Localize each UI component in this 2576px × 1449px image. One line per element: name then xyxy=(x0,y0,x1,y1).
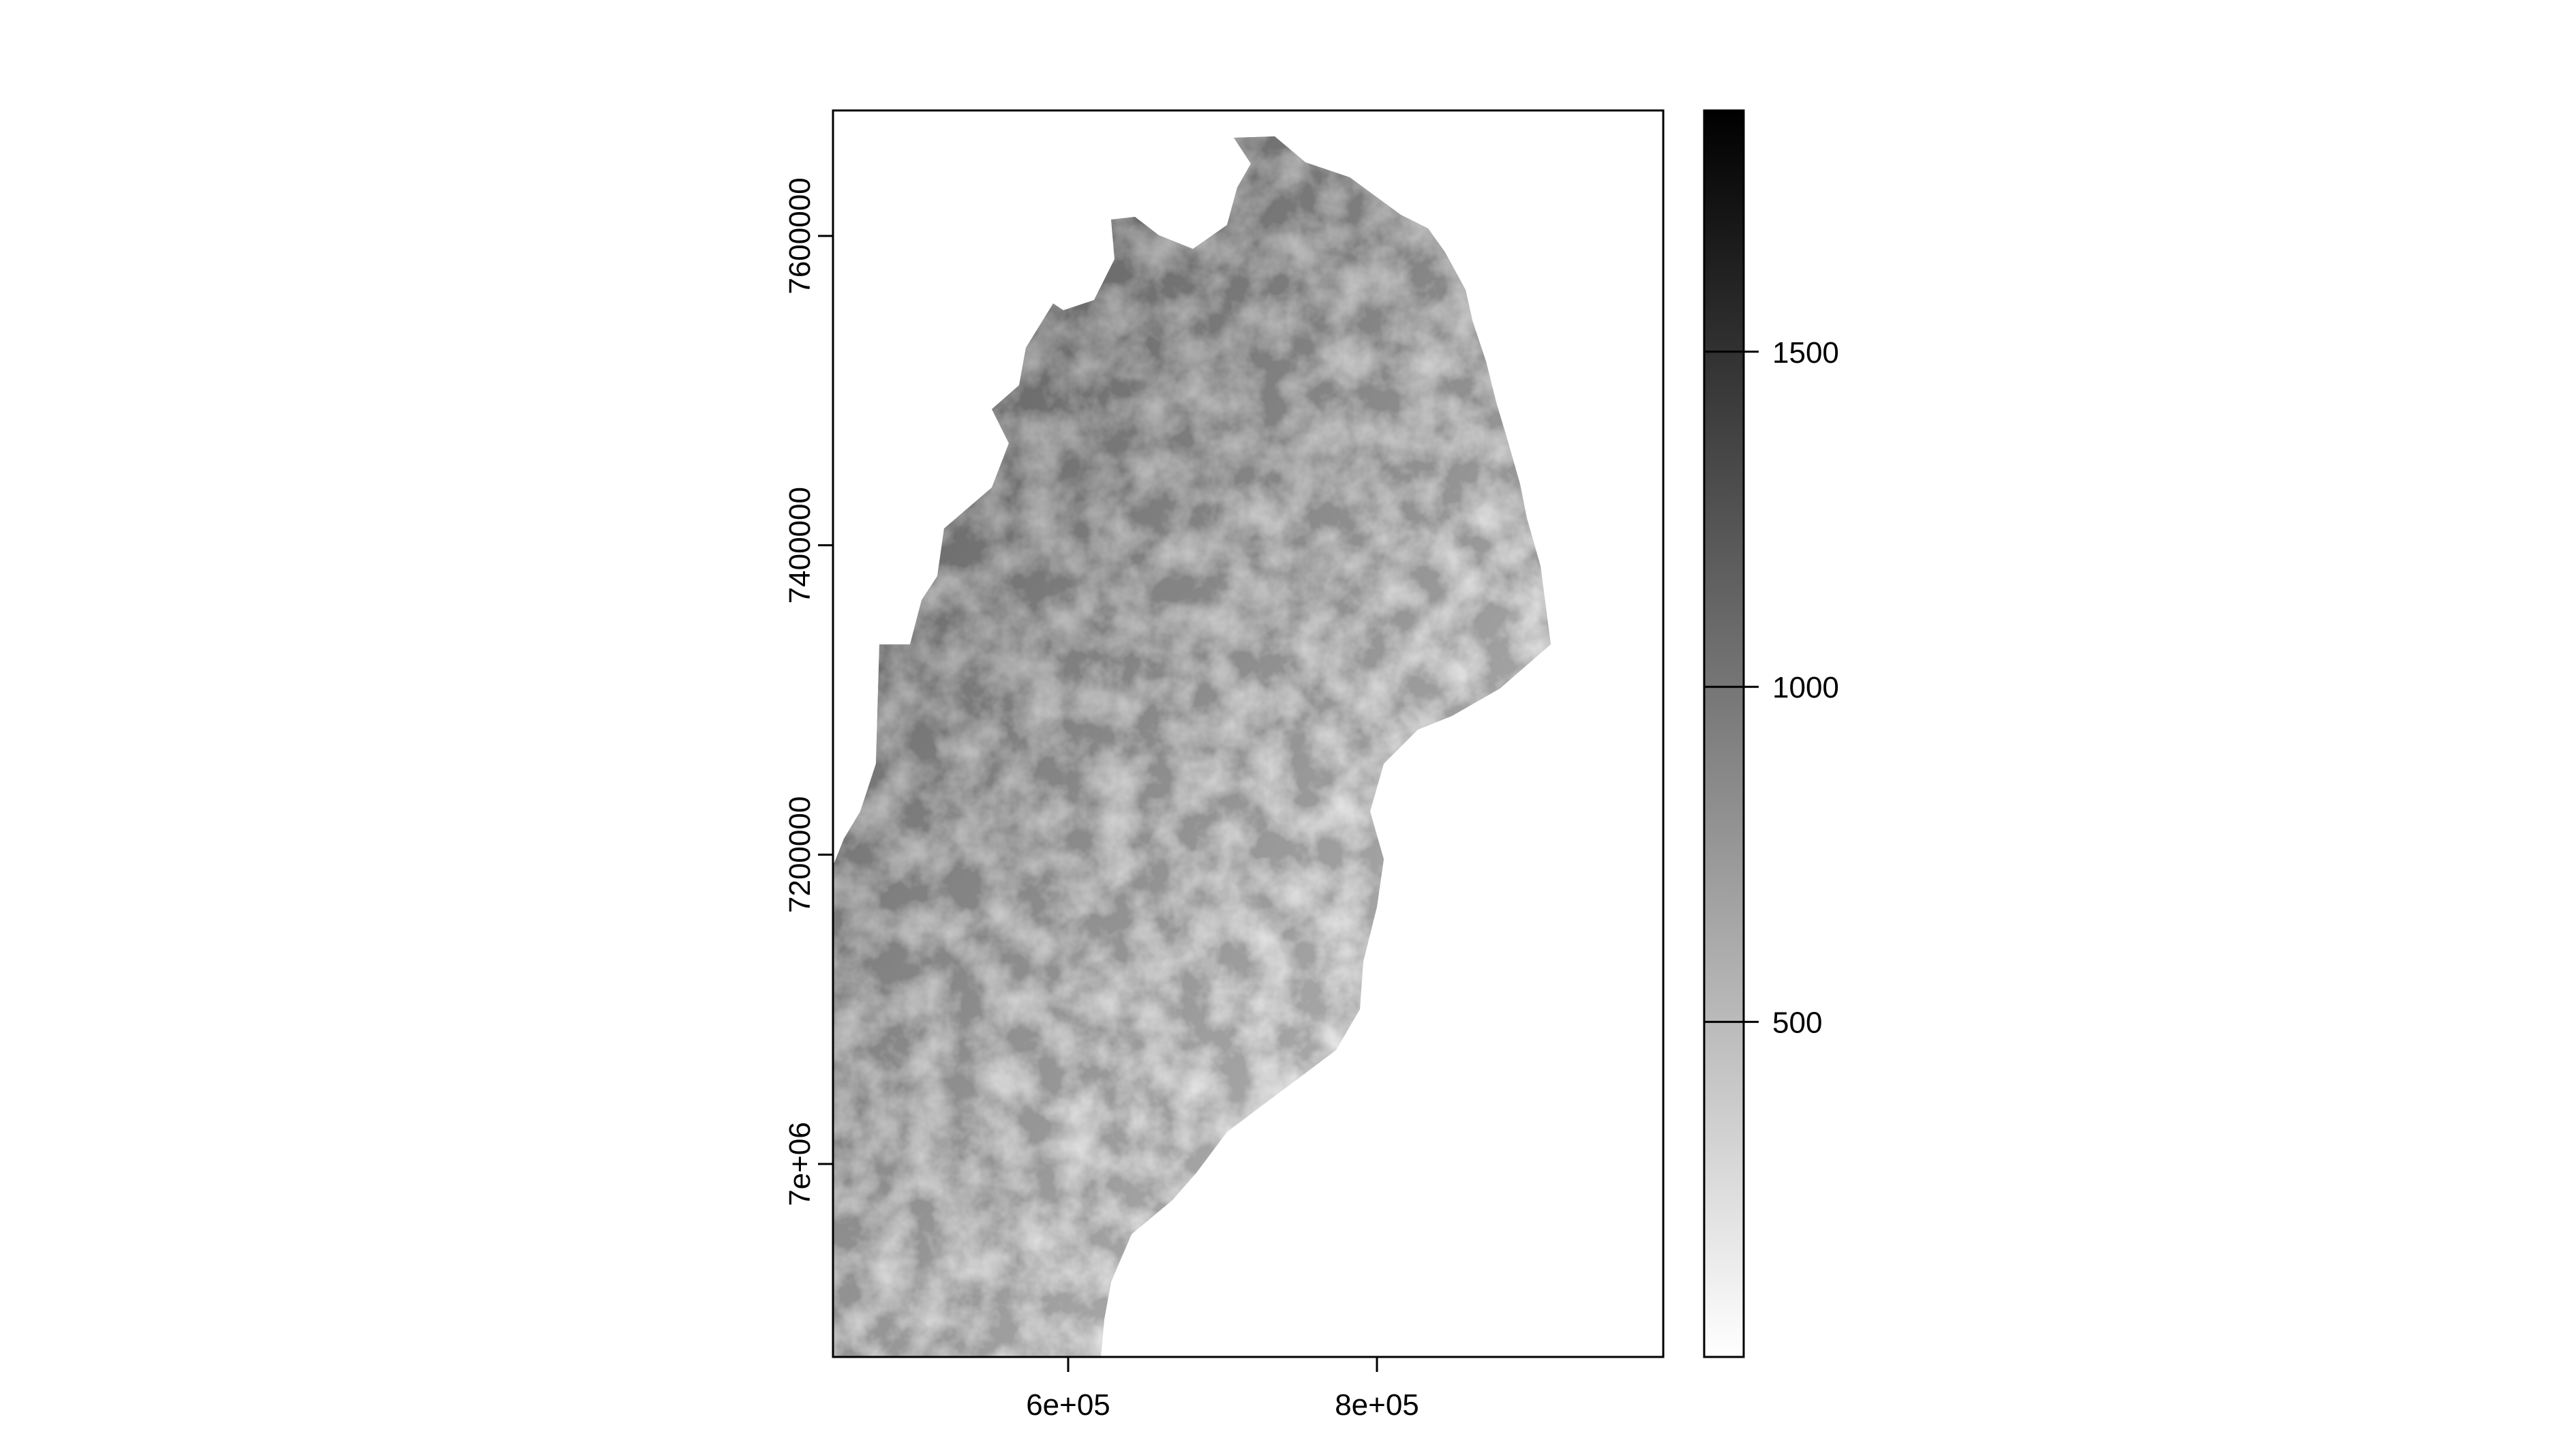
y-tick-label: 7400000 xyxy=(783,487,817,603)
legend-tick-label: 1000 xyxy=(1772,671,1839,704)
plot-frame xyxy=(832,109,1665,1358)
x-axis: 6e+05 8e+05 xyxy=(1026,1357,1419,1422)
legend-colorbar xyxy=(1703,109,1745,1358)
elevation-raster xyxy=(833,136,1551,1357)
y-axis: 7e+06 7200000 7400000 7600000 xyxy=(783,177,833,1206)
y-tick-label: 7600000 xyxy=(783,177,817,294)
x-tick-label: 8e+05 xyxy=(1335,1388,1419,1422)
legend-tick-label: 1500 xyxy=(1772,336,1839,370)
y-tick-label: 7e+06 xyxy=(783,1122,817,1206)
legend-tick-label: 500 xyxy=(1772,1006,1822,1040)
legend-axis: 500 1000 1500 xyxy=(1704,336,1839,1040)
x-tick-label: 6e+05 xyxy=(1026,1388,1110,1422)
y-tick-label: 7200000 xyxy=(783,796,817,913)
